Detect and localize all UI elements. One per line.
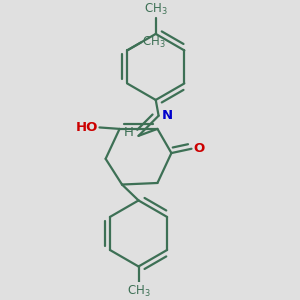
Text: HO: HO: [76, 121, 98, 134]
Text: CH$_3$: CH$_3$: [127, 284, 150, 299]
Text: O: O: [194, 142, 205, 155]
Text: H: H: [124, 126, 133, 139]
Text: CH$_3$: CH$_3$: [142, 35, 166, 50]
Text: N: N: [162, 109, 173, 122]
Text: CH$_3$: CH$_3$: [144, 2, 168, 17]
